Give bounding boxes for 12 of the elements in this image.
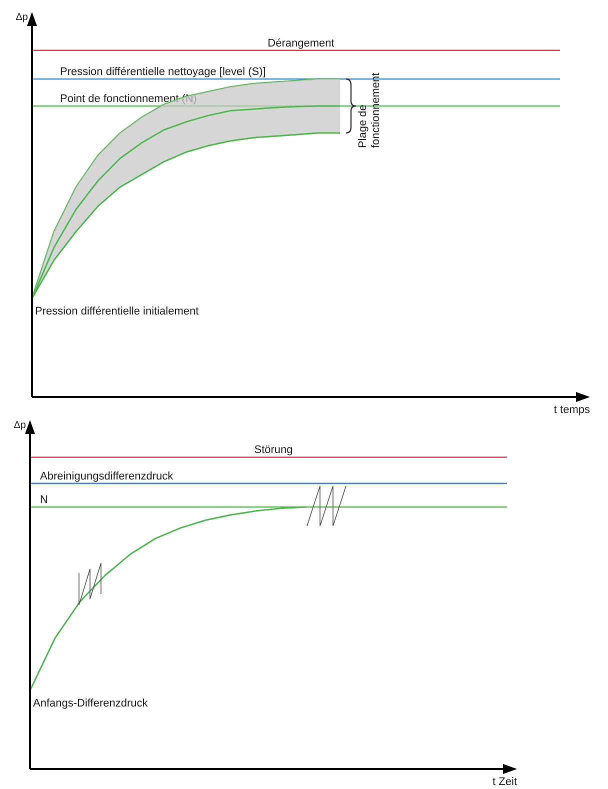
y-axis-title: Δp xyxy=(16,12,28,23)
annotation: Plage de fonctionnement xyxy=(357,72,382,148)
ref-line-label: Abreinigungsdifferenzdruck xyxy=(40,470,174,482)
x-axis-title: t temps xyxy=(554,404,590,416)
ref-line-label: N xyxy=(40,494,48,506)
y-axis-title: Δp xyxy=(14,420,26,431)
annotation: Pression différentielle initialement xyxy=(35,305,199,318)
annotation: Anfangs-Differenzdruck xyxy=(33,697,148,710)
ref-line-label: Störung xyxy=(254,444,293,456)
x-axis-title: t Zeit xyxy=(492,776,517,788)
ref-line-label: Dérangement xyxy=(268,37,334,50)
ref-line-label: Pression différentielle nettoyage [level (S)] xyxy=(60,66,266,78)
